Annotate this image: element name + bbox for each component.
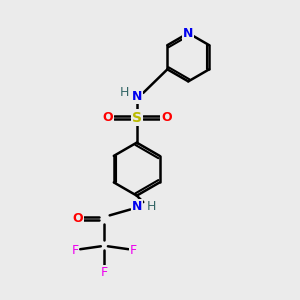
Text: N: N [132, 200, 142, 213]
Text: N: N [183, 27, 194, 40]
Text: F: F [130, 244, 137, 257]
Text: O: O [102, 111, 112, 124]
Text: F: F [101, 266, 108, 279]
Text: N: N [132, 90, 142, 103]
Text: F: F [71, 244, 79, 257]
Text: O: O [161, 111, 172, 124]
Text: H: H [147, 200, 156, 213]
Text: S: S [132, 111, 142, 124]
Text: H: H [120, 86, 129, 99]
Text: O: O [73, 212, 83, 225]
